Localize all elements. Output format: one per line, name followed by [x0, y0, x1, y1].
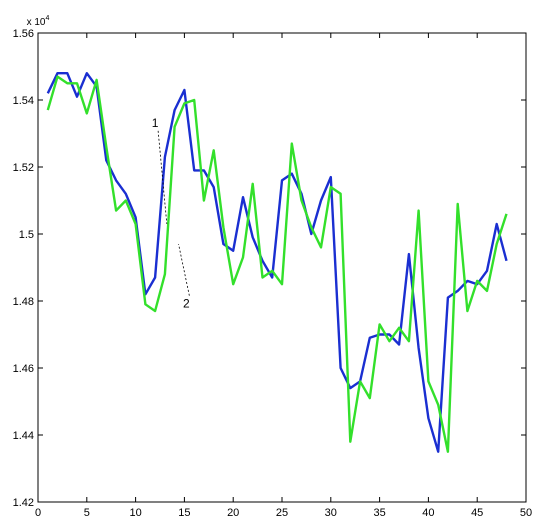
y-exponent-label: x 104	[27, 15, 50, 28]
x-tick-label: 30	[325, 507, 337, 518]
y-tick-label: 1.48	[13, 296, 34, 308]
x-tick-label: 0	[35, 507, 41, 518]
y-tick-label: 1.42	[13, 497, 34, 509]
series-line-2	[46, 75, 508, 453]
axis-ticks: 0 5 10 15 20 25 30 35 40 45 50 1.42 1.44 1.46 1.48 1.5 1…	[13, 28, 533, 518]
x-tick-label: 25	[276, 507, 288, 518]
series-layer	[46, 71, 508, 453]
x-tick-label: 40	[422, 507, 434, 518]
annotation-leader-1	[157, 130, 168, 224]
annotation-leader-2	[178, 243, 190, 296]
annotation-label-2: 2	[183, 297, 190, 311]
y-tick-label: 1.54	[13, 95, 34, 107]
y-tick-label: 1.52	[13, 162, 34, 174]
y-tick-label: 1.5	[19, 229, 34, 241]
x-tick-label: 20	[227, 507, 239, 518]
x-tick-label: 50	[520, 507, 532, 518]
x-tick-label: 45	[471, 507, 483, 518]
x-tick-label: 35	[373, 507, 385, 518]
series-line-1	[46, 71, 508, 453]
x-tick-label: 5	[84, 507, 90, 518]
x-tick-label: 15	[178, 507, 190, 518]
x-tick-label: 10	[129, 507, 141, 518]
y-tick-label: 1.46	[13, 363, 34, 375]
annotation-label-1: 1	[152, 116, 159, 130]
y-tick-label: 1.56	[13, 28, 34, 40]
annotations: 12	[152, 116, 190, 311]
y-tick-label: 1.44	[13, 430, 34, 442]
